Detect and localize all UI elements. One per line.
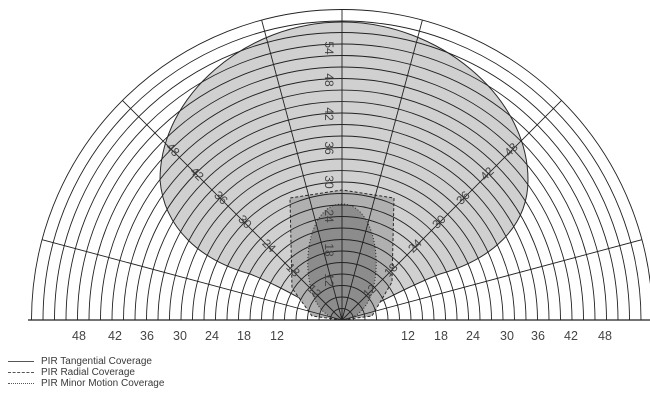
scale-label: 30 [173,329,187,343]
sector-line [41,239,343,321]
scale-label: 42 [108,329,122,343]
legend-item-tangential: PIR Tangential Coverage [8,356,164,367]
radial-label: 42 [322,107,336,121]
legend-label-radial: PIR Radial Coverage [41,367,135,378]
dotted-line-icon [8,383,34,384]
solid-line-icon [8,361,34,362]
legend-label-minor-motion: PIR Minor Motion Coverage [41,378,165,389]
scale-label: 24 [205,329,219,343]
radial-label: 24 [322,209,336,223]
scale-label: 12 [401,329,415,343]
legend-item-radial: PIR Radial Coverage [8,367,164,378]
radial-label: 18 [322,243,336,257]
range-grid [28,9,650,321]
horizontal-scale-labels: 48 42 36 30 24 18 12 12 18 24 30 36 42 48 [72,329,612,343]
radial-label: 12 [322,273,336,287]
sector-line [341,239,643,321]
scale-label: 30 [500,329,514,343]
scale-label: 48 [598,329,612,343]
radial-label: 36 [322,141,336,155]
legend-label-tangential: PIR Tangential Coverage [41,356,152,367]
scale-label: 18 [434,329,448,343]
scale-label: 12 [270,329,284,343]
pir-coverage-diagram: 48 42 36 30 24 18 12 12 18 24 30 36 42 48 12182430364… [28,9,650,343]
scale-label: 18 [237,329,251,343]
sector-line [341,19,423,321]
radial-label: 48 [322,73,336,87]
scale-label: 24 [466,329,480,343]
scale-label: 36 [531,329,545,343]
radial-label: 30 [322,175,336,189]
scale-label: 48 [72,329,86,343]
radial-label: 54 [322,41,336,55]
sector-line [122,100,343,321]
sector-line [261,19,343,321]
scale-label: 42 [564,329,578,343]
scale-label: 36 [140,329,154,343]
dashed-line-icon [8,372,34,373]
legend-item-minor-motion: PIR Minor Motion Coverage [8,378,164,389]
sector-line [341,100,562,321]
legend: PIR Tangential Coverage PIR Radial Cover… [8,356,164,389]
